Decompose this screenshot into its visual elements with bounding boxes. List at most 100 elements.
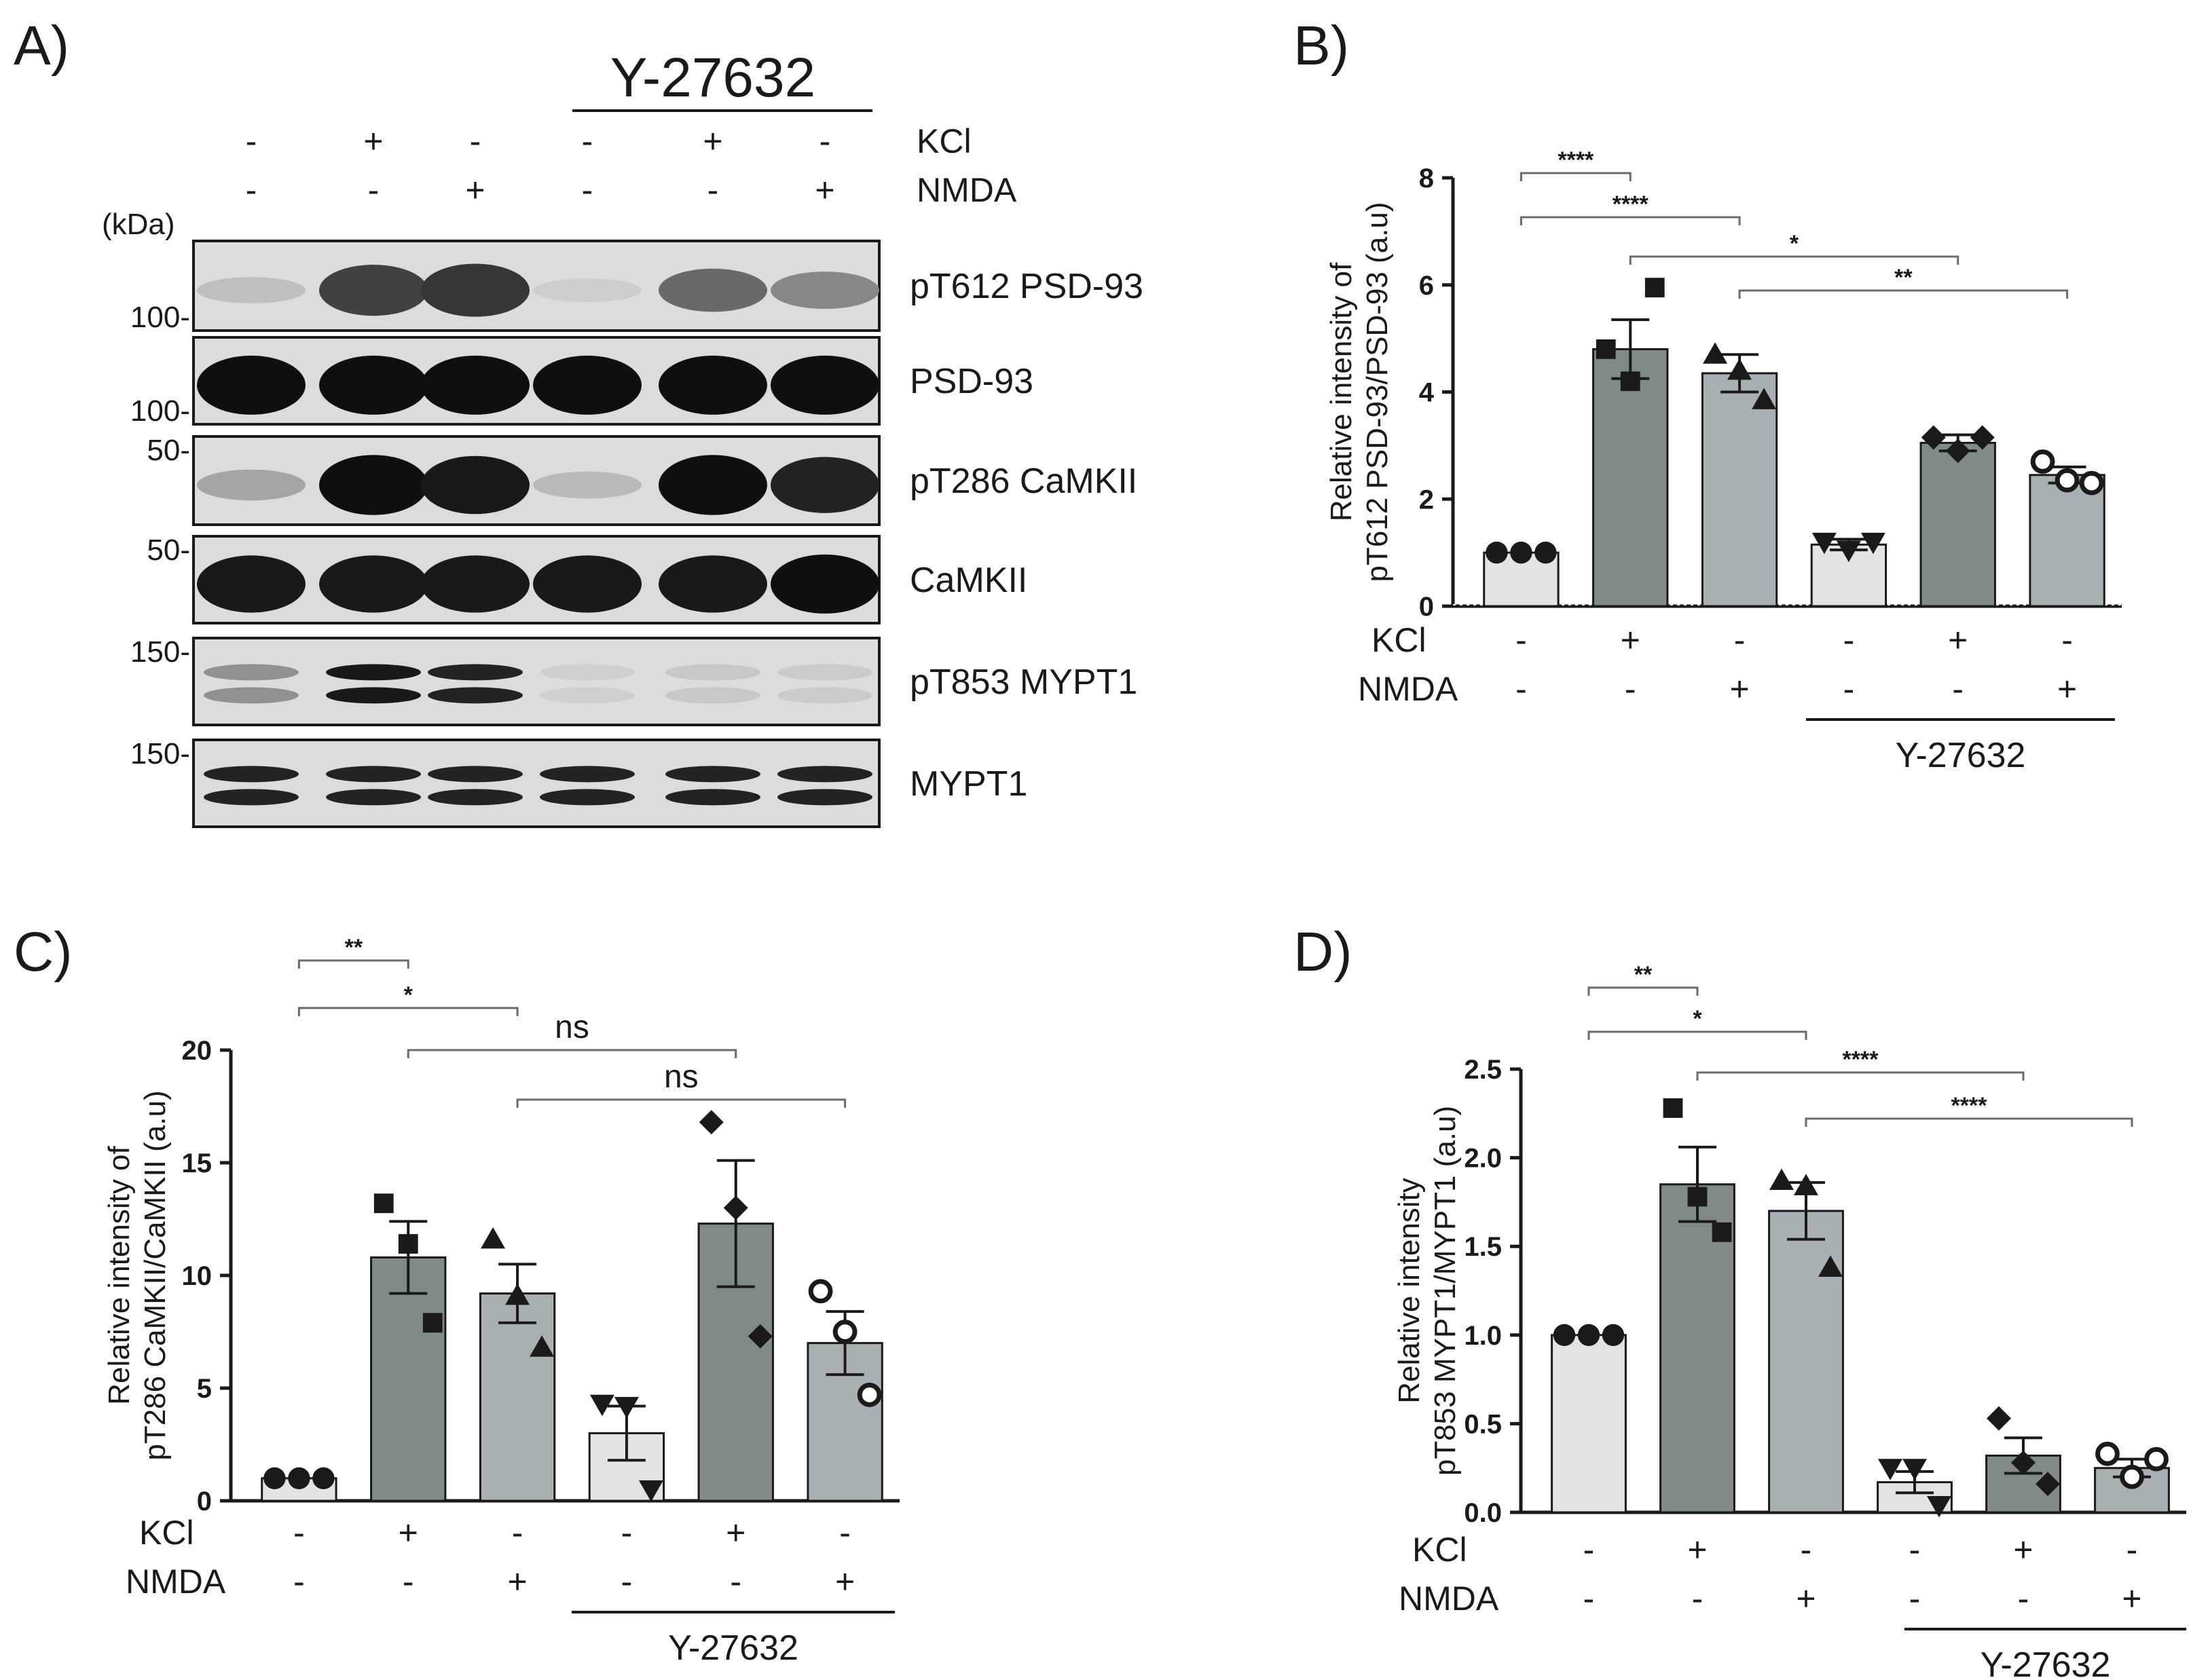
bar	[370, 1256, 447, 1502]
treatment-sign: -	[2061, 621, 2073, 659]
significance-label: ns	[555, 1009, 589, 1045]
significance-label: ****	[1951, 1093, 1988, 1119]
data-point	[1927, 1496, 1951, 1518]
band-upper	[777, 766, 872, 783]
treatment-sign: +	[465, 171, 485, 209]
data-point	[1769, 1168, 1794, 1191]
y-tick-label: 15	[182, 1149, 213, 1178]
band	[771, 272, 879, 310]
treatment-sign: -	[1515, 621, 1527, 659]
band-lower	[326, 789, 421, 806]
significance-label: *	[1790, 231, 1799, 257]
data-point	[723, 1195, 748, 1220]
y-tick-label: 20	[182, 1036, 213, 1066]
blot-camkii	[192, 535, 881, 624]
y-axis-label-line1: Relative intensity of	[1325, 262, 1358, 521]
y-tick-label: 10	[182, 1261, 213, 1291]
band-upper	[204, 766, 299, 783]
treatment-sign: -	[246, 171, 257, 209]
band-lower	[326, 687, 421, 704]
marker-label: 150-	[130, 635, 190, 669]
band-lower	[428, 687, 523, 704]
band	[533, 355, 642, 415]
band-lower	[777, 687, 872, 704]
band	[197, 277, 306, 303]
blot-pt853-mypt1	[192, 637, 881, 726]
significance-bracket	[1696, 1071, 2025, 1081]
data-point	[2095, 1441, 2120, 1466]
panel-letter-a: A)	[14, 15, 69, 77]
treatment-sign: -	[293, 1563, 305, 1601]
treatment-sign: -	[1952, 670, 1964, 708]
panel-letter-c: C)	[14, 921, 73, 983]
treatment-label-kcl: KCl	[1371, 621, 1426, 659]
y-tick-label: 8	[1419, 164, 1434, 193]
significance-bracket	[1520, 172, 1632, 181]
band	[319, 555, 428, 613]
data-point	[1644, 278, 1665, 298]
significance-label: ****	[1558, 147, 1594, 173]
band-upper	[326, 664, 421, 681]
y-axis-label-line2: pT286 CaMKII/CaMKII (a.u)	[139, 1090, 172, 1460]
band	[659, 455, 767, 515]
data-point	[638, 1480, 663, 1502]
significance-label: **	[1894, 265, 1913, 291]
treatment-sign: +	[363, 122, 383, 160]
data-point	[1486, 541, 1508, 564]
chart-panel-b: B) 0 2 4 6 8 Relative intensity of pT612 PSD-93…	[1293, 15, 2122, 775]
treatment-sign: -	[1734, 621, 1746, 659]
data-point	[1663, 1098, 1683, 1118]
treatment-sign: -	[1583, 1580, 1595, 1618]
band-lower	[665, 687, 760, 704]
band-upper	[204, 664, 299, 681]
data-point	[1987, 1406, 2011, 1431]
inhibitor-label-a: Y-27632	[610, 47, 816, 109]
data-point	[398, 1234, 418, 1254]
data-point	[263, 1467, 286, 1489]
data-point	[1811, 532, 1837, 555]
treatment-sign: -	[2126, 1531, 2138, 1569]
treatment-sign: -	[1515, 670, 1527, 708]
y-tick-label: 0.5	[1464, 1409, 1502, 1439]
data-point	[1878, 1459, 1902, 1480]
y-tick-label: 0.0	[1464, 1498, 1502, 1528]
marker-label: 150-	[130, 737, 190, 770]
data-point	[1945, 438, 1970, 464]
data-point	[832, 1320, 858, 1344]
band	[659, 355, 767, 415]
data-point	[614, 1397, 639, 1419]
blot-label: pT853 MYPT1	[910, 662, 1137, 702]
y-tick-label: 1.5	[1464, 1232, 1502, 1262]
data-point	[2055, 468, 2080, 493]
band-lower	[540, 687, 635, 704]
marker-label: 100-	[130, 394, 190, 428]
band-lower	[204, 687, 299, 704]
data-point	[2144, 1446, 2169, 1472]
data-point	[589, 1394, 614, 1417]
significance-label: ****	[1613, 191, 1649, 217]
treatment-sign: +	[726, 1514, 745, 1552]
data-point	[505, 1283, 530, 1305]
band-lower	[540, 789, 635, 806]
inhibitor-label: Y-27632	[1896, 736, 2026, 775]
data-point	[1577, 1324, 1600, 1347]
band	[533, 555, 642, 613]
band	[533, 471, 642, 499]
data-point	[1687, 1187, 1708, 1207]
bar	[1768, 1210, 1844, 1514]
band-upper	[326, 766, 421, 783]
data-point	[422, 1313, 443, 1333]
bar	[1919, 441, 1996, 608]
significance-label: *	[1693, 1006, 1702, 1032]
treatment-sign: -	[1843, 621, 1855, 659]
chart-panel-d: D) 0.0 0.5 1.0 1.5 2.0 2.5 Relative intensity pT…	[1293, 921, 2186, 1680]
band-upper	[665, 664, 760, 681]
y-tick-label: 0	[197, 1487, 212, 1516]
y-tick-label: 6	[1419, 271, 1434, 301]
band	[533, 278, 642, 302]
significance-label: ****	[1843, 1047, 1879, 1072]
blot-label: PSD-93	[910, 362, 1033, 401]
kda-label: (kDa)	[102, 208, 175, 241]
treatment-sign: -	[621, 1563, 633, 1601]
y-axis-label-line1: Relative intensity	[1393, 1178, 1426, 1404]
